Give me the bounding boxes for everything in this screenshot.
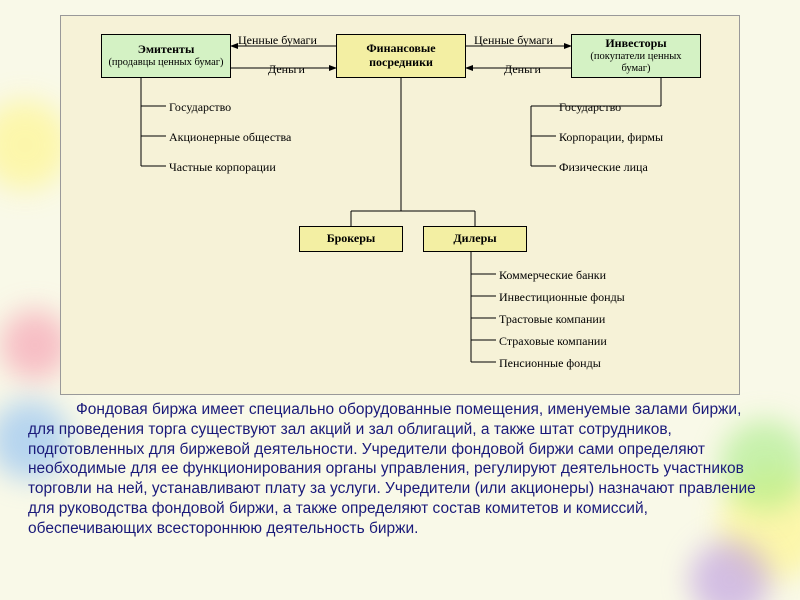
node-dealers: Дилеры [423, 226, 527, 252]
branch-item: Частные корпорации [169, 160, 276, 175]
node-investors: Инвесторы (покупатели ценных бумаг) [571, 34, 701, 78]
branch-item: Страховые компании [499, 334, 607, 349]
branch-item: Государство [169, 100, 231, 115]
node-title: Дилеры [453, 232, 496, 246]
branch-item: Акционерные общества [169, 130, 291, 145]
branch-item: Трастовые компании [499, 312, 605, 327]
description-paragraph: Фондовая биржа имеет специально оборудов… [28, 400, 772, 539]
node-sub: (продавцы ценных бумаг) [108, 57, 223, 69]
node-mediators: Финансовые посредники [336, 34, 466, 78]
node-title: Инвесторы [605, 37, 666, 51]
branch-item: Государство [559, 100, 621, 115]
node-title: Финансовые [366, 42, 435, 56]
branch-item: Физические лица [559, 160, 648, 175]
node-sub: (покупатели ценных бумаг) [576, 51, 696, 75]
branch-item: Пенсионные фонды [499, 356, 601, 371]
node-brokers: Брокеры [299, 226, 403, 252]
branch-item: Коммерческие банки [499, 268, 606, 283]
branch-item: Инвестиционные фонды [499, 290, 625, 305]
branch-item: Корпорации, фирмы [559, 130, 663, 145]
diagram-panel: Эмитенты (продавцы ценных бумаг) Финансо… [60, 15, 740, 395]
flow-label: Ценные бумаги [238, 33, 317, 48]
flow-label: Ценные бумаги [474, 33, 553, 48]
flow-label: Деньги [268, 62, 305, 77]
flow-label: Деньги [504, 62, 541, 77]
node-title: Эмитенты [138, 43, 195, 57]
node-sub: посредники [369, 56, 433, 70]
node-title: Брокеры [327, 232, 376, 246]
node-emitters: Эмитенты (продавцы ценных бумаг) [101, 34, 231, 78]
